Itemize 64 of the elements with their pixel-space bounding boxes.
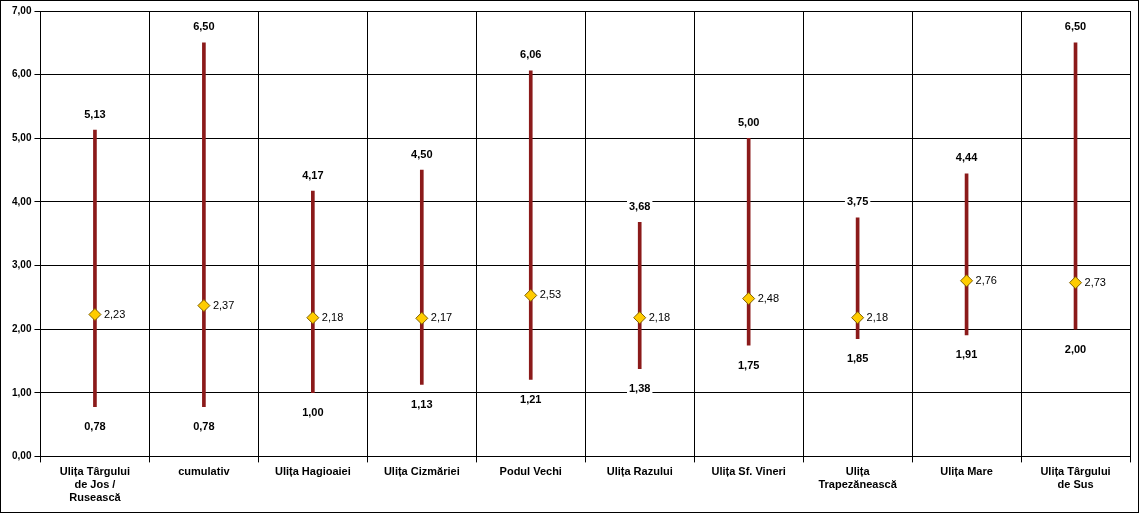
annotation: 1,75 [737, 358, 760, 371]
x-tick-label: cumulativ [178, 465, 231, 478]
annotation: 0,78 [193, 420, 215, 433]
annotation: 3,75 [846, 195, 869, 208]
annotation: 1,13 [411, 398, 433, 411]
point [415, 311, 429, 325]
annotation: 1,38 [629, 382, 651, 395]
annotation: 4,17 [302, 168, 324, 181]
bar [202, 42, 206, 408]
x-tick-label: Ulița Sf. Vineri [711, 465, 786, 478]
bar [637, 221, 642, 369]
y-tick-label: 5,00 [11, 132, 32, 144]
annotation: 6,06 [520, 48, 542, 61]
data-label: 2,73 [1084, 275, 1106, 288]
annotation: 2,00 [1064, 342, 1087, 355]
annotation: 1,21 [520, 392, 542, 405]
annotation: 1,91 [955, 348, 978, 361]
annotation: 4,50 [411, 147, 433, 160]
y-tick-label: 1,00 [11, 386, 32, 398]
point [306, 311, 320, 325]
data-label: 2,48 [757, 291, 780, 304]
point [197, 299, 211, 313]
point [960, 274, 974, 288]
annotation: 1,00 [302, 406, 324, 419]
annotation: 0,78 [84, 420, 106, 433]
data-label: 2,23 [103, 307, 126, 320]
x-tick-label: Podul Vechi [499, 465, 562, 478]
annotation: 5,13 [84, 107, 106, 120]
bar [528, 70, 533, 380]
bar [311, 190, 315, 394]
x-tick-label: Ulița Târgului de Sus [1040, 465, 1111, 491]
y-tick-label: 6,00 [11, 68, 32, 80]
x-tick-label: Ulița Razului [606, 465, 673, 478]
y-tick-label: 3,00 [11, 259, 32, 271]
bar [419, 169, 424, 385]
data-label: 2,37 [212, 298, 235, 311]
data-label: 2,18 [866, 310, 889, 323]
data-label: 2,76 [975, 273, 997, 286]
x-tick-label: Ulița Trapezănească [818, 465, 898, 491]
x-tick-label: Ulița Hagioaiei [274, 465, 351, 478]
y-tick-label: 7,00 [11, 4, 32, 16]
point [524, 288, 538, 302]
x-tick-label: Ulița Cizmăriei [383, 465, 460, 478]
data-label: 2,18 [321, 310, 344, 323]
data-label: 2,18 [648, 310, 671, 323]
x-tick-label: Ulița Târgului de Jos / Rusească [59, 465, 131, 504]
annotation: 3,68 [629, 199, 651, 212]
bar [93, 129, 97, 408]
point [1069, 276, 1083, 290]
point [633, 311, 647, 325]
annotation: 6,50 [1064, 20, 1087, 33]
annotation: 6,50 [193, 20, 215, 33]
x-tick-label: Ulița Mare [940, 465, 993, 478]
annotation: 5,00 [737, 115, 760, 128]
data-label: 2,53 [539, 288, 562, 301]
data-label: 2,17 [430, 311, 453, 324]
y-tick-label: 0,00 [11, 450, 32, 462]
point [851, 311, 865, 325]
y-tick-label: 2,00 [11, 322, 32, 334]
point [88, 308, 102, 322]
annotation: 1,85 [846, 352, 869, 365]
annotation: 4,44 [955, 151, 979, 164]
y-tick-label: 4,00 [11, 195, 32, 207]
point [742, 292, 756, 306]
